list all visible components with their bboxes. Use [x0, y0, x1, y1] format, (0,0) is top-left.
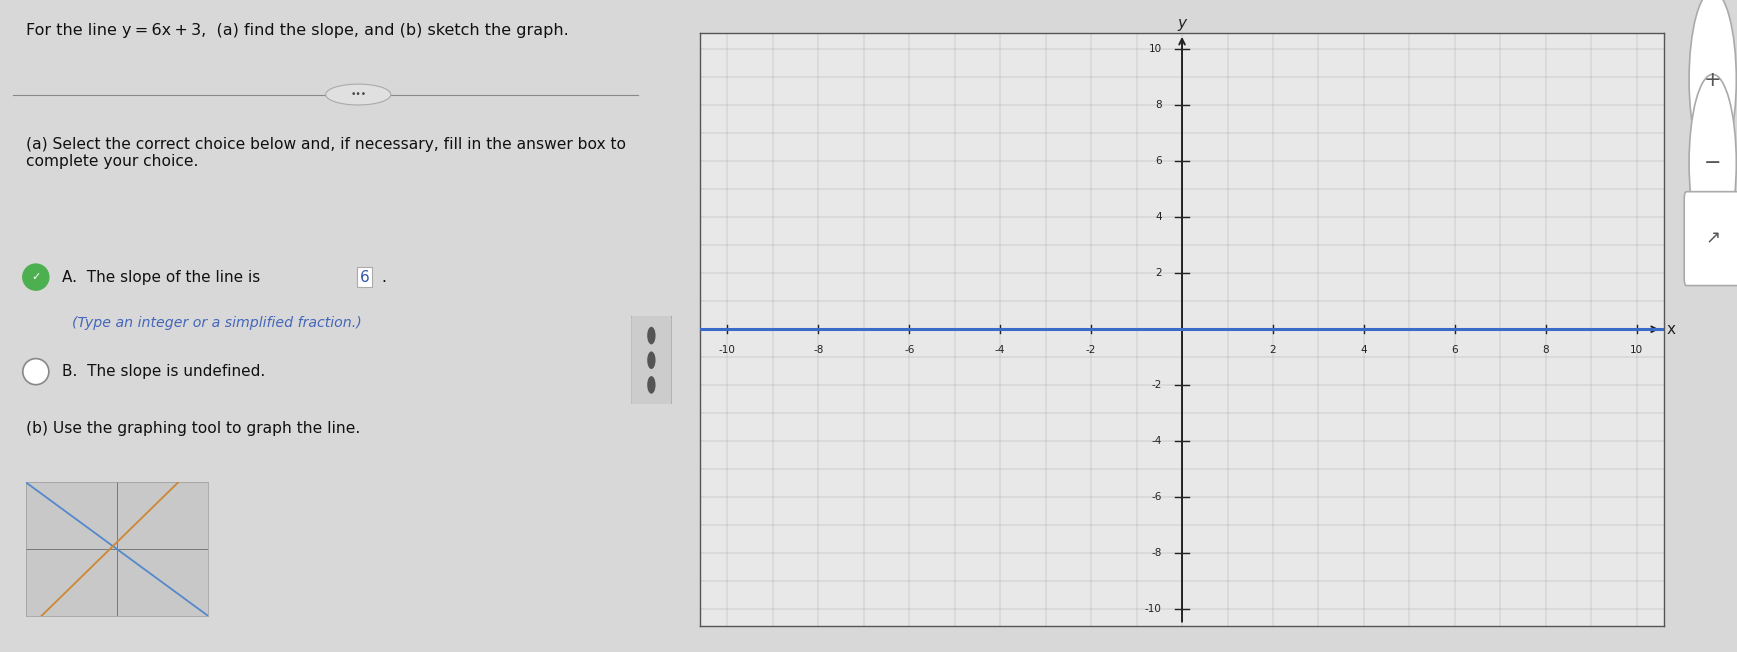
Text: ✓: ✓ [31, 272, 40, 282]
Text: 8: 8 [1155, 100, 1162, 110]
Text: ↗: ↗ [1706, 230, 1720, 248]
FancyBboxPatch shape [1685, 192, 1737, 286]
Text: −: − [1704, 153, 1721, 173]
Text: Click to
enlarge
graph: Click to enlarge graph [108, 516, 163, 573]
Text: x: x [1666, 321, 1674, 337]
Text: 2: 2 [1270, 345, 1277, 355]
Text: .: . [380, 269, 386, 285]
Circle shape [648, 376, 655, 394]
Circle shape [1688, 74, 1737, 252]
Text: For the line y = 6x + 3,  (a) find the slope, and (b) sketch the graph.: For the line y = 6x + 3, (a) find the sl… [26, 23, 568, 38]
Text: +: + [1704, 70, 1721, 89]
Text: A.  The slope of the line is: A. The slope of the line is [63, 269, 266, 285]
Text: -4: -4 [1152, 436, 1162, 446]
Text: B.  The slope is undefined.: B. The slope is undefined. [63, 364, 266, 379]
Text: (Type an integer or a simplified fraction.): (Type an integer or a simplified fractio… [71, 316, 361, 329]
Text: 8: 8 [1542, 345, 1549, 355]
Ellipse shape [327, 84, 391, 105]
Text: -6: -6 [1152, 492, 1162, 502]
Circle shape [648, 351, 655, 369]
Circle shape [648, 327, 655, 344]
Text: -10: -10 [719, 345, 736, 355]
Text: •••: ••• [351, 90, 367, 99]
Text: -8: -8 [813, 345, 823, 355]
Text: y: y [1178, 16, 1186, 31]
Text: -6: -6 [903, 345, 914, 355]
Text: 2: 2 [1155, 268, 1162, 278]
Text: 4: 4 [1155, 213, 1162, 222]
Text: 6: 6 [1155, 156, 1162, 166]
Text: 4: 4 [1360, 345, 1367, 355]
Text: (b) Use the graphing tool to graph the line.: (b) Use the graphing tool to graph the l… [26, 421, 360, 436]
Text: -4: -4 [995, 345, 1006, 355]
Text: (a) Select the correct choice below and, if necessary, fill in the answer box to: (a) Select the correct choice below and,… [26, 137, 625, 170]
Circle shape [23, 264, 49, 290]
FancyBboxPatch shape [631, 314, 672, 406]
Text: -2: -2 [1086, 345, 1096, 355]
Text: 6: 6 [360, 269, 370, 285]
Text: 10: 10 [1148, 44, 1162, 54]
Text: -2: -2 [1152, 380, 1162, 391]
Text: -8: -8 [1152, 548, 1162, 558]
Circle shape [1688, 0, 1737, 168]
Text: -10: -10 [1145, 604, 1162, 614]
Circle shape [23, 359, 49, 385]
Text: 6: 6 [1452, 345, 1457, 355]
Text: 10: 10 [1631, 345, 1643, 355]
